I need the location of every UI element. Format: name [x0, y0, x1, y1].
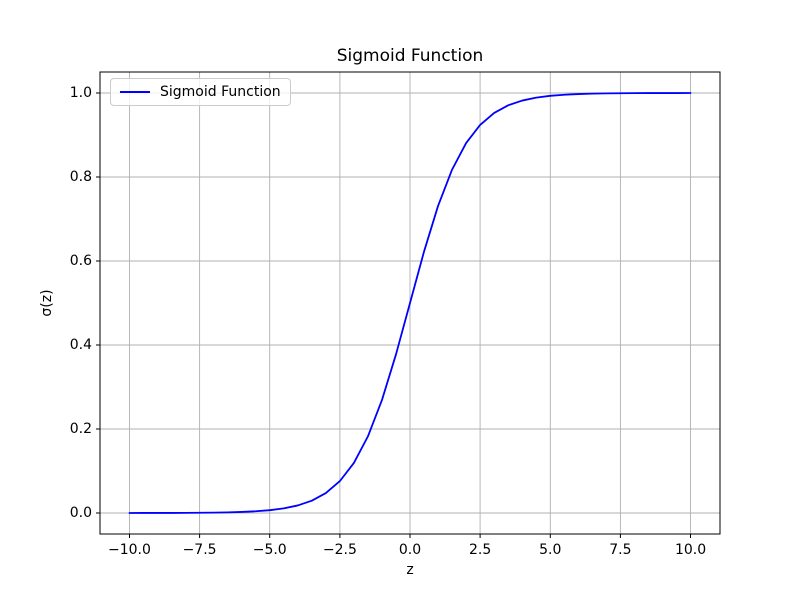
x-tick-label: −10.0 — [108, 542, 151, 558]
x-tick-label: 10.0 — [674, 542, 707, 558]
x-tick-label: −5.0 — [252, 542, 287, 558]
y-tick-label: 0.4 — [69, 337, 92, 353]
y-tick-label: 0.8 — [69, 169, 92, 185]
x-tick-label: 2.5 — [468, 542, 492, 558]
x-tick-label: −7.5 — [182, 542, 217, 558]
y-tick-label: 0.2 — [69, 421, 92, 437]
y-axis-label: σ(z) — [39, 289, 55, 317]
legend-entry-label: Sigmoid Function — [160, 84, 281, 100]
y-tick-label: 1.0 — [69, 85, 92, 101]
x-tick-label: 0.0 — [398, 542, 422, 558]
x-tick-label: −2.5 — [322, 542, 357, 558]
legend: Sigmoid Function — [110, 78, 291, 106]
sigmoid-curve — [128, 92, 692, 514]
y-tick-label: 0.6 — [69, 253, 92, 269]
y-tick-label: 0.0 — [69, 505, 92, 521]
x-tick-label: 7.5 — [609, 542, 632, 558]
chart-title: Sigmoid Function — [336, 46, 484, 66]
x-tick-label: 5.0 — [539, 542, 562, 558]
legend-line-swatch — [120, 91, 150, 93]
x-axis-label: z — [406, 562, 414, 578]
